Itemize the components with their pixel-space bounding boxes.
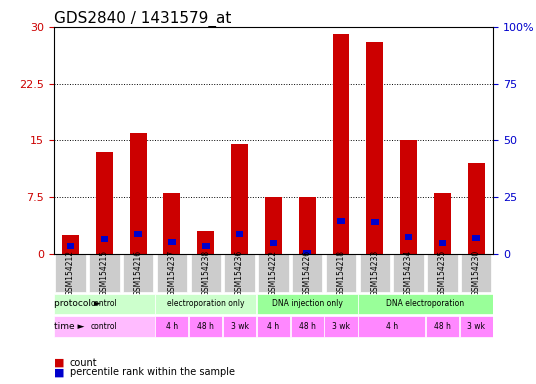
Text: control: control (91, 300, 118, 308)
FancyBboxPatch shape (155, 316, 189, 337)
FancyBboxPatch shape (358, 316, 425, 337)
FancyBboxPatch shape (189, 316, 222, 337)
Text: GSM154233: GSM154233 (370, 250, 379, 296)
Bar (197, 231, 214, 254)
FancyBboxPatch shape (55, 255, 86, 292)
Bar (163, 193, 181, 254)
FancyBboxPatch shape (324, 316, 358, 337)
Text: time ►: time ► (54, 322, 85, 331)
Text: GSM154235: GSM154235 (438, 250, 447, 296)
Text: GSM154238: GSM154238 (201, 250, 210, 296)
Bar (135, 232, 142, 237)
FancyBboxPatch shape (54, 316, 155, 337)
Text: GSM154230: GSM154230 (472, 250, 481, 296)
Text: GSM154222: GSM154222 (269, 250, 278, 296)
Bar (130, 133, 146, 254)
FancyBboxPatch shape (258, 255, 288, 292)
Text: protocol ►: protocol ► (54, 300, 101, 308)
Text: GSM154237: GSM154237 (167, 250, 176, 296)
Text: GSM154212: GSM154212 (66, 250, 75, 296)
Text: ■: ■ (54, 367, 64, 377)
FancyBboxPatch shape (358, 294, 493, 314)
Text: control: control (91, 322, 118, 331)
FancyBboxPatch shape (326, 255, 356, 292)
Text: GSM154218: GSM154218 (337, 250, 346, 296)
FancyBboxPatch shape (54, 294, 155, 314)
Text: 48 h: 48 h (299, 322, 316, 331)
Text: 48 h: 48 h (197, 322, 214, 331)
FancyBboxPatch shape (257, 316, 290, 337)
FancyBboxPatch shape (257, 294, 358, 314)
Bar (101, 236, 108, 242)
Text: GSM154226: GSM154226 (303, 250, 311, 296)
Bar (303, 250, 311, 256)
Text: percentile rank within the sample: percentile rank within the sample (70, 367, 235, 377)
FancyBboxPatch shape (157, 255, 187, 292)
Bar (202, 243, 210, 249)
Text: 48 h: 48 h (434, 322, 451, 331)
Bar (332, 35, 349, 254)
Bar (405, 233, 412, 240)
FancyBboxPatch shape (225, 255, 255, 292)
FancyBboxPatch shape (426, 316, 459, 337)
Text: DNA injection only: DNA injection only (272, 300, 343, 308)
Bar (168, 239, 176, 245)
Text: 4 h: 4 h (385, 322, 398, 331)
Bar (66, 243, 75, 249)
Bar (96, 152, 113, 254)
Bar (265, 197, 282, 254)
Text: GSM154234: GSM154234 (404, 250, 413, 296)
Bar (236, 232, 243, 237)
FancyBboxPatch shape (427, 255, 458, 292)
FancyBboxPatch shape (393, 255, 424, 292)
Bar (400, 140, 417, 254)
FancyBboxPatch shape (123, 255, 153, 292)
FancyBboxPatch shape (190, 255, 221, 292)
FancyBboxPatch shape (461, 255, 492, 292)
Bar (270, 240, 277, 247)
Text: 4 h: 4 h (166, 322, 178, 331)
Text: 3 wk: 3 wk (332, 322, 350, 331)
Text: GSM154216: GSM154216 (133, 250, 143, 296)
Bar (434, 193, 451, 254)
Text: DNA electroporation: DNA electroporation (386, 300, 465, 308)
Bar (468, 163, 485, 254)
FancyBboxPatch shape (155, 294, 256, 314)
Bar (299, 197, 316, 254)
Text: 4 h: 4 h (267, 322, 279, 331)
Bar (366, 42, 383, 254)
Text: GDS2840 / 1431579_at: GDS2840 / 1431579_at (54, 11, 231, 27)
Bar (472, 235, 480, 241)
Bar (371, 219, 378, 225)
FancyBboxPatch shape (223, 316, 256, 337)
Text: ■: ■ (54, 358, 64, 368)
Text: GSM154236: GSM154236 (235, 250, 244, 296)
Bar (231, 144, 248, 254)
Text: count: count (70, 358, 98, 368)
FancyBboxPatch shape (460, 316, 493, 337)
Text: electroporation only: electroporation only (167, 300, 244, 308)
Bar (438, 240, 446, 247)
Bar (337, 218, 345, 224)
FancyBboxPatch shape (89, 255, 120, 292)
FancyBboxPatch shape (360, 255, 390, 292)
Text: GSM154215: GSM154215 (100, 250, 109, 296)
FancyBboxPatch shape (292, 255, 322, 292)
Text: 3 wk: 3 wk (230, 322, 249, 331)
Text: 3 wk: 3 wk (467, 322, 485, 331)
Bar (62, 235, 79, 254)
FancyBboxPatch shape (291, 316, 324, 337)
